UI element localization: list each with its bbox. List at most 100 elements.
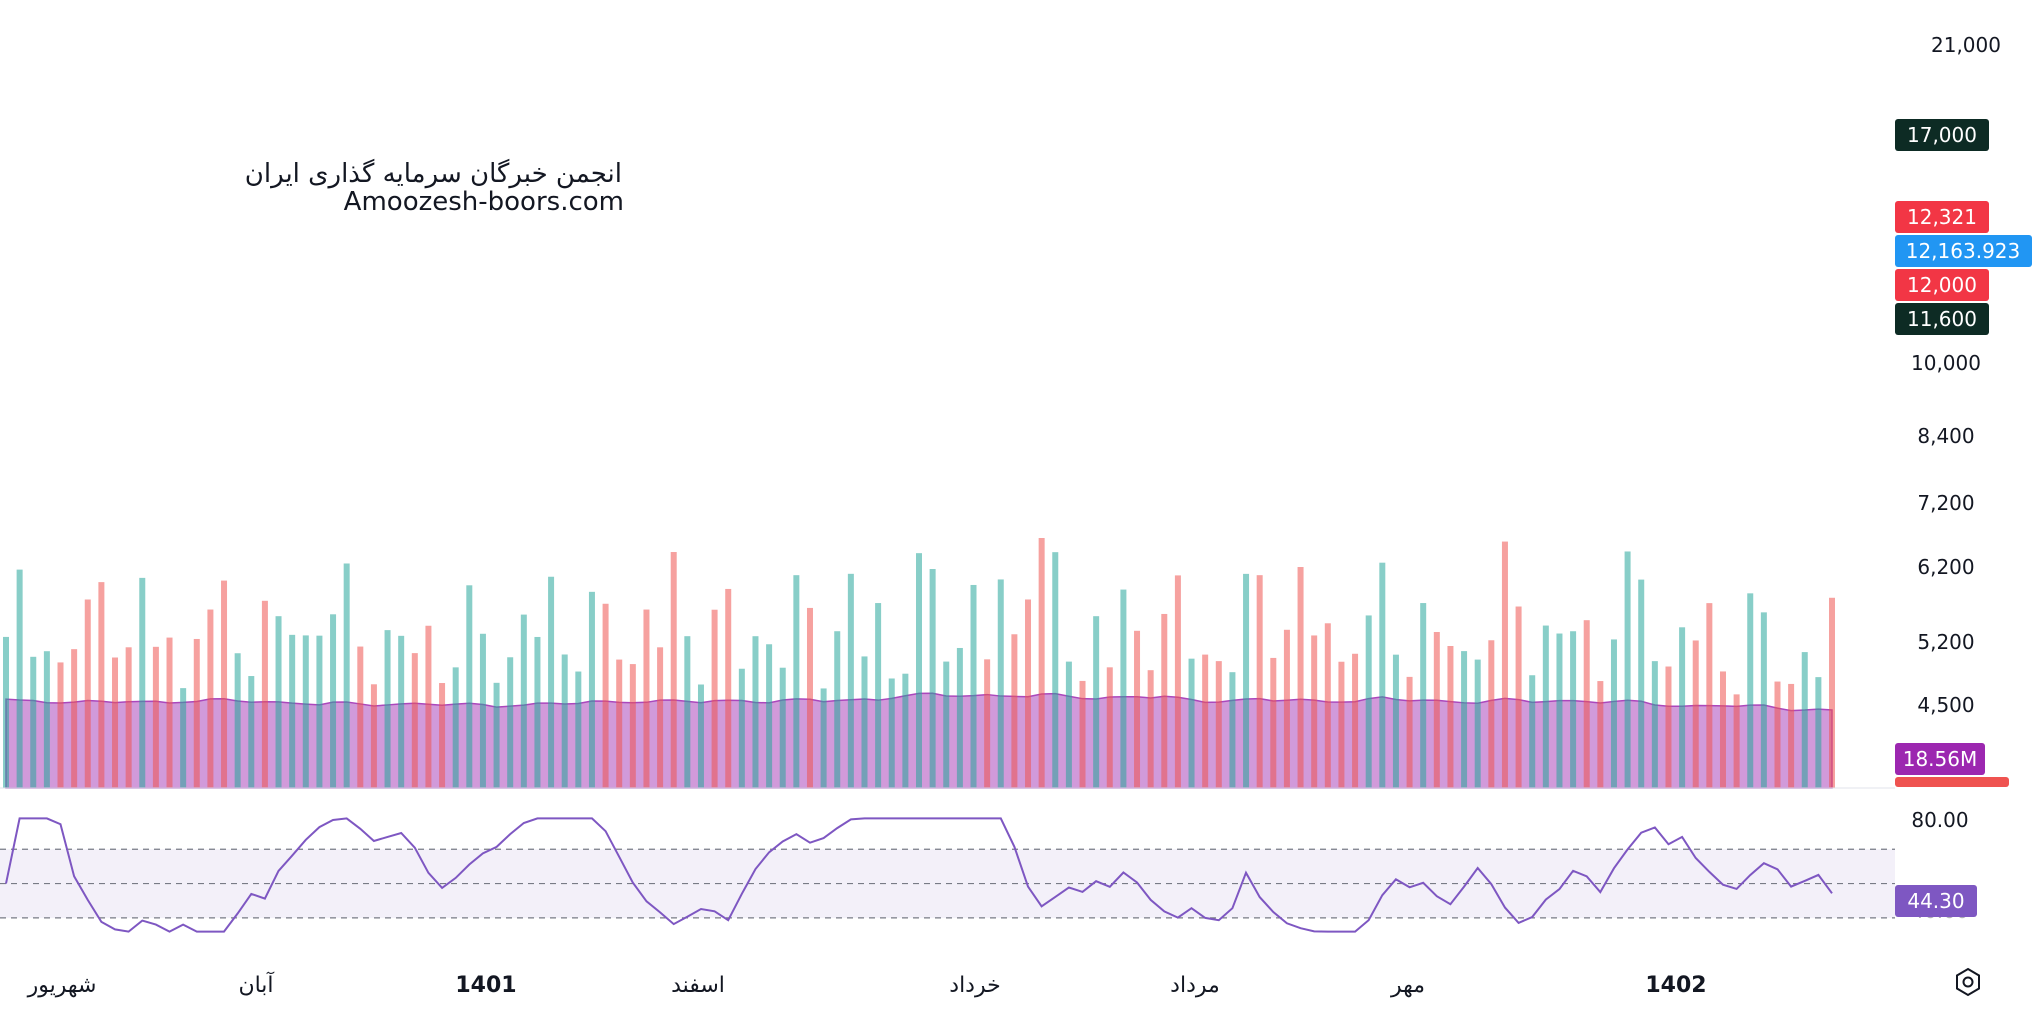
volume-bar [1801,652,1808,788]
volume-bar [657,647,664,788]
volume-bar [439,683,446,788]
last-price-badge [1895,269,1989,301]
volume-bar [1474,659,1481,788]
volume-bar [548,576,555,788]
volume-bar [602,603,609,788]
volume-bar [1651,661,1658,788]
volume-bar [1747,593,1754,788]
volume-bar [1038,538,1045,788]
volume-label: 18.56M [1903,747,1978,771]
volume-bar [43,651,50,788]
volume-bar [1134,630,1141,788]
volume-bar [561,654,568,788]
volume-bar [1297,567,1304,788]
volume-bar [384,630,391,788]
volume-bar [1583,620,1590,788]
volume-bar [16,569,23,788]
volume-bar [370,684,377,788]
volume-bar [1760,612,1767,788]
watermark-url: Amoozesh-boors.com [344,187,624,217]
volume-bar [916,553,922,788]
volume-bar [752,636,759,788]
volume-bar [411,653,418,788]
volume-bar [1692,640,1699,788]
time-axis: شهریور آبان 1401 اسفند خرداد مرداد مهر 1… [27,971,1707,998]
settings-icon[interactable] [1956,967,1980,997]
volume-bar [847,573,854,788]
volume-bar [1352,653,1359,788]
volume-bar [1447,646,1454,788]
volume-bar [1392,654,1399,788]
volume-bar [820,688,827,788]
high-price-label: 12,321 [1907,205,1977,229]
volume-bar [861,656,868,788]
rsi-line [5,817,1833,933]
volume-bar [1283,629,1290,788]
volume-bar [943,661,950,788]
volume-bar [466,585,473,788]
volume-bar [1270,657,1277,788]
volume-bar [1120,589,1127,788]
time-label: مهر [1390,973,1425,998]
volume-bar [1638,579,1645,788]
price-axis: 21,000 10,000 8,400 7,200 6,200 5,200 4,… [1895,33,2032,787]
volume-ma-badge-clipped [1895,777,2009,787]
volume-bar [1815,677,1822,788]
volume-bar [738,668,745,788]
volume-bar [1624,551,1631,788]
support-level-badge [1895,303,1989,335]
volume-bar [1679,627,1686,788]
volume-bar [970,584,977,788]
volume-bar [1556,633,1563,788]
volume-bar [1243,573,1250,788]
volume-bar [616,659,623,788]
volume-bar [507,657,514,788]
volume-bar [697,684,704,788]
watermark-title: انجمن خبرگان سرمایه گذاری ایران [245,158,622,189]
price-tick: 4,500 [1917,693,1974,717]
volume-bar [1461,651,1468,788]
ma-value-badge [1895,235,2032,267]
volume-bar [1529,675,1536,788]
volume-bar [1065,661,1072,788]
volume-bar [3,636,9,788]
volume-bar [1052,552,1059,788]
volume-bar [1188,658,1195,788]
volume-bar [1406,676,1413,788]
volume-bar [1365,615,1372,788]
rsi-value-label: 44.30 [1907,889,1964,913]
volume-bar [343,563,350,788]
time-label: شهریور [27,973,97,998]
last-price-label: 12,000 [1907,273,1977,297]
volume-bar [1719,671,1726,788]
volume-bar [207,609,214,788]
volume-bar [534,636,541,788]
price-tick: 21,000 [1931,33,2001,57]
volume-bar [180,688,187,788]
volume-bar [398,635,405,788]
volume-bar [84,599,91,788]
volume-bar [261,600,268,788]
time-label: مرداد [1170,973,1220,998]
volume-bar [221,580,228,788]
volume-bar [1202,654,1209,788]
volume-bar [1515,606,1522,788]
resistance-level-badge [1895,119,1989,151]
volume-bar [493,682,500,788]
volume-bar [779,667,786,788]
volume-bar [248,676,255,788]
volume-bar [234,653,241,788]
volume-bar [302,635,309,788]
volume-bar [1706,603,1713,788]
volume-bar [725,588,732,788]
price-tick: 6,200 [1917,555,1974,579]
volume-bar [71,649,78,788]
rsi-axis: 80.00 40.00 44.30 [1895,808,1977,923]
volume-bar [30,656,37,788]
volume-bar [1215,661,1222,788]
volume-bar [806,607,813,788]
volume-bar [834,631,841,788]
volume-bar [575,671,582,788]
volume-bar [275,616,282,788]
